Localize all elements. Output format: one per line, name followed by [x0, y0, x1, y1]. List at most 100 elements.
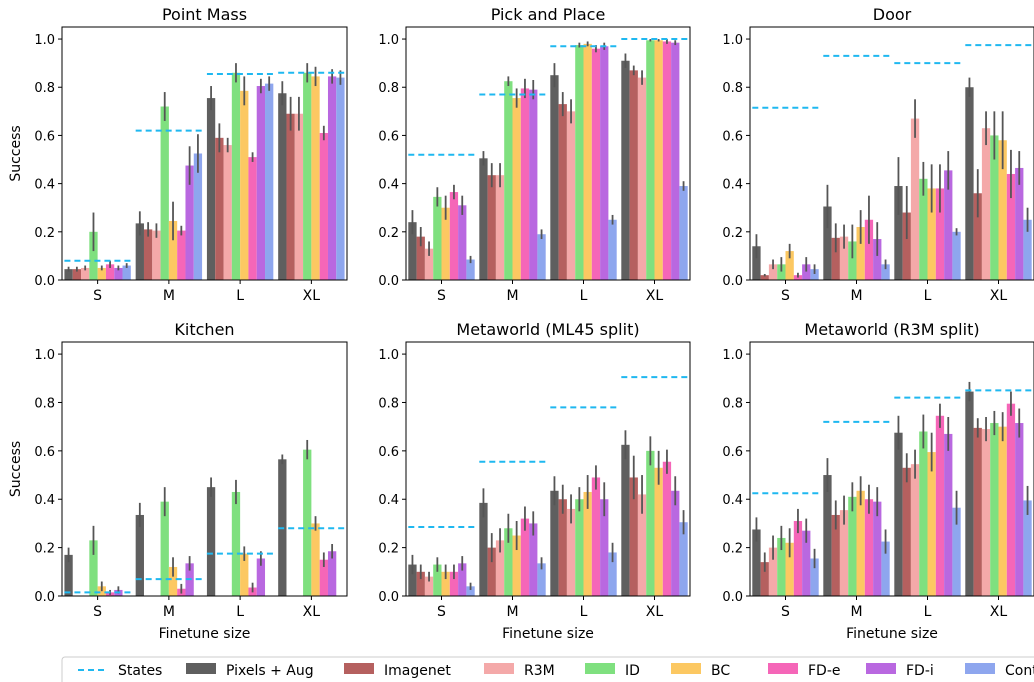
legend-swatch: [344, 663, 374, 674]
bar: [450, 192, 458, 280]
bar: [303, 73, 311, 280]
x-axis-label: Finetune size: [846, 626, 938, 642]
bar: [911, 119, 919, 280]
bar: [663, 462, 671, 596]
bar: [944, 434, 952, 596]
bar: [982, 128, 990, 280]
panel-5: 0.00.20.40.60.81.0S M L XLMetaworld (R3M sp…: [722, 320, 1034, 642]
panel-title: Metaworld (ML45 split): [456, 320, 639, 339]
bar: [207, 98, 215, 280]
bar: [177, 231, 185, 280]
bar: [903, 468, 911, 596]
bar: [848, 497, 856, 596]
y-tick-label: 0.4: [722, 178, 743, 193]
bar: [671, 43, 679, 280]
bar: [537, 234, 545, 280]
bar: [521, 88, 529, 280]
y-tick-label: 0.6: [34, 129, 55, 144]
bar: [567, 111, 575, 280]
legend-swatch: [186, 663, 216, 674]
bar: [621, 61, 629, 280]
y-tick-label: 0.2: [378, 542, 399, 557]
bar: [1007, 404, 1015, 596]
panel-0: 0.00.20.40.60.81.0S M L XLPoint MassSuccess: [8, 5, 347, 304]
bar: [646, 451, 654, 596]
bar: [999, 427, 1007, 596]
legend-label: States: [118, 663, 162, 679]
bar: [646, 40, 654, 280]
bar: [152, 231, 160, 280]
bar: [671, 491, 679, 596]
bar: [559, 104, 567, 280]
bar: [952, 232, 960, 280]
bar: [232, 492, 240, 596]
x-tick-label: L: [236, 604, 244, 620]
bar: [513, 98, 521, 280]
bar: [857, 491, 865, 596]
bar: [240, 91, 248, 280]
x-tick-label: L: [924, 288, 932, 304]
bar: [286, 114, 294, 280]
panel-title: Kitchen: [174, 320, 234, 339]
bar: [630, 70, 638, 280]
x-tick-label: XL: [990, 604, 1008, 620]
y-tick-label: 0.8: [722, 81, 743, 96]
x-tick-label: L: [236, 288, 244, 304]
bar: [550, 75, 558, 280]
y-tick-label: 0.6: [378, 129, 399, 144]
y-tick-label: 1.0: [34, 33, 55, 48]
bar: [295, 114, 303, 280]
y-tick-label: 0.4: [34, 178, 55, 193]
panel-title: Pick and Place: [491, 5, 606, 24]
x-tick-label: S: [437, 288, 446, 304]
y-tick-label: 0.2: [722, 226, 743, 241]
panel-title: Door: [873, 5, 912, 24]
y-tick-label: 0.8: [34, 396, 55, 411]
legend-swatch: [585, 663, 615, 674]
y-tick-label: 0.2: [34, 226, 55, 241]
bar: [136, 515, 144, 596]
y-tick-label: 0.0: [378, 590, 399, 605]
bar: [215, 138, 223, 280]
bar: [320, 133, 328, 280]
y-tick-label: 0.0: [722, 274, 743, 289]
x-tick-label: XL: [646, 288, 664, 304]
bar: [928, 452, 936, 596]
bar: [311, 76, 319, 280]
bar: [919, 432, 927, 596]
y-tick-label: 1.0: [722, 33, 743, 48]
legend-swatch: [484, 663, 514, 674]
y-tick-label: 0.2: [34, 542, 55, 557]
panel-1: 0.0 0.2 0.4 0.6 0.8 1.0 S M L XL Pick and Place: [378, 5, 690, 304]
bar: [336, 78, 344, 280]
x-tick-label: XL: [646, 604, 664, 620]
legend-label: Pixels + Aug: [226, 663, 314, 679]
x-tick-label: S: [781, 288, 790, 304]
bar: [224, 145, 232, 280]
y-tick-label: 0.8: [722, 396, 743, 411]
bar: [529, 90, 537, 280]
x-tick-label: M: [850, 604, 862, 620]
x-tick-label: M: [506, 288, 518, 304]
bar: [982, 429, 990, 596]
bar: [265, 84, 273, 280]
x-axis-label: Finetune size: [502, 626, 594, 642]
x-tick-label: XL: [303, 288, 321, 304]
y-tick-label: 0.2: [378, 226, 399, 241]
y-tick-label: 0.0: [722, 590, 743, 605]
bar: [655, 40, 663, 280]
x-tick-label: M: [850, 288, 862, 304]
x-tick-label: L: [924, 604, 932, 620]
bar: [990, 423, 998, 596]
x-axis-label: Finetune size: [159, 626, 251, 642]
bar: [823, 475, 831, 596]
bar: [303, 450, 311, 596]
legend-label: FD-i: [906, 663, 934, 679]
bar: [458, 205, 466, 280]
y-tick-label: 0.8: [34, 81, 55, 96]
bar: [496, 175, 504, 280]
legend-label: Imagenet: [384, 663, 451, 679]
bar: [311, 523, 319, 596]
bar: [679, 186, 687, 280]
